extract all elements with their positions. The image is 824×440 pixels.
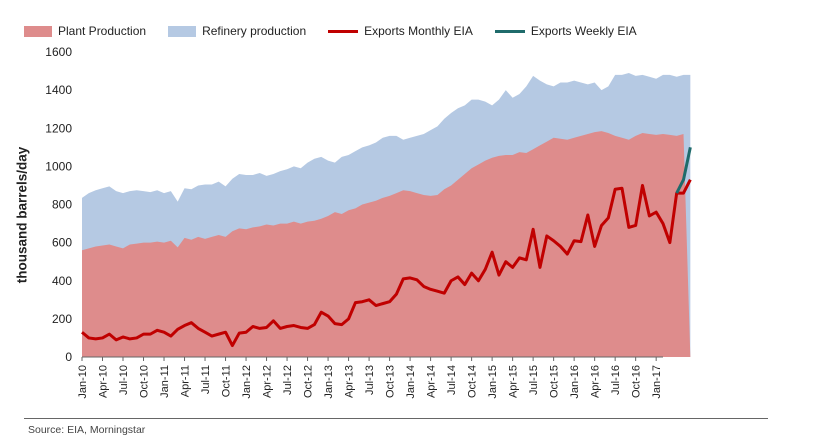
legend-item-refinery: Refinery production <box>168 24 306 38</box>
legend: Plant Production Refinery production Exp… <box>24 24 659 38</box>
legend-label-refinery: Refinery production <box>202 24 307 38</box>
y-axis-title: thousand barrels/day <box>14 146 30 284</box>
y-tick-label: 400 <box>52 274 72 288</box>
x-tick-label: Apr-15 <box>508 365 520 398</box>
x-tick-label: Oct-14 <box>467 365 479 398</box>
x-tick-label: Jan-14 <box>405 365 417 399</box>
x-tick-label: Jan-15 <box>487 365 499 399</box>
legend-swatch-plant <box>24 25 52 37</box>
y-tick-label: 200 <box>52 312 72 326</box>
area-layer <box>82 72 691 357</box>
x-tick-label: Jul-15 <box>528 365 540 395</box>
x-tick-label: Jul-12 <box>282 365 294 395</box>
y-tick-label: 1600 <box>45 45 72 59</box>
x-tick-label: Oct-13 <box>385 365 397 398</box>
x-tick-label: Jul-14 <box>446 365 458 395</box>
x-tick-label: Oct-11 <box>221 365 233 397</box>
y-tick-label: 1000 <box>45 159 72 173</box>
x-tick-label: Oct-12 <box>303 365 315 398</box>
legend-label-exports-weekly: Exports Weekly EIA <box>530 24 637 38</box>
x-tick-label: Apr-11 <box>180 365 192 397</box>
y-tick-label: 800 <box>52 198 72 212</box>
x-tick-label: Oct-10 <box>139 365 151 398</box>
x-tick-label: Oct-15 <box>549 365 561 398</box>
x-tick-label: Jul-16 <box>610 365 622 395</box>
legend-item-exports-weekly: Exports Weekly EIA <box>494 24 637 38</box>
y-tick-label: 600 <box>52 236 72 250</box>
x-tick-label: Apr-16 <box>590 365 602 398</box>
x-tick-label: Apr-14 <box>426 365 438 398</box>
series-line-exports-weekly <box>675 147 692 194</box>
x-tick-label: Jan-10 <box>77 365 89 399</box>
legend-label-exports-monthly: Exports Monthly EIA <box>364 24 473 38</box>
y-tick-label: 1400 <box>45 83 72 97</box>
x-tick-label: Jan-16 <box>569 365 581 399</box>
legend-swatch-exports-monthly <box>328 29 359 33</box>
x-tick-label: Jan-13 <box>323 365 335 399</box>
source-note: Source: EIA, Morningstar <box>28 424 146 436</box>
x-tick-label: Apr-12 <box>262 365 274 398</box>
legend-swatch-refinery <box>168 25 197 37</box>
x-tick-label: Jul-13 <box>364 365 376 395</box>
legend-item-exports-monthly: Exports Monthly EIA <box>328 24 473 38</box>
x-tick-label: Jan-17 <box>651 365 663 399</box>
source-divider <box>24 418 768 419</box>
y-tick-label: 1200 <box>45 121 72 135</box>
x-tick-label: Jan-11 <box>159 365 171 398</box>
x-tick-label: Apr-10 <box>98 365 110 398</box>
line-layer <box>81 147 692 348</box>
x-tick-label: Apr-13 <box>344 365 356 398</box>
x-tick-label: Jul-11 <box>200 365 212 394</box>
y-tick-label: 0 <box>65 350 72 364</box>
series-line-exports-monthly <box>81 179 692 348</box>
axes: 0 200 400 600 800 1000 1200 1400 1600 Jan-10 Apr-1… <box>45 45 663 399</box>
series-area-plant <box>82 131 691 357</box>
legend-swatch-exports-weekly <box>494 29 525 33</box>
x-tick-label: Oct-16 <box>631 365 643 398</box>
x-tick-label: Jul-10 <box>118 365 130 395</box>
legend-item-plant: Plant Production <box>24 24 146 38</box>
legend-label-plant: Plant Production <box>58 24 147 38</box>
x-tick-label: Jan-12 <box>241 365 253 399</box>
